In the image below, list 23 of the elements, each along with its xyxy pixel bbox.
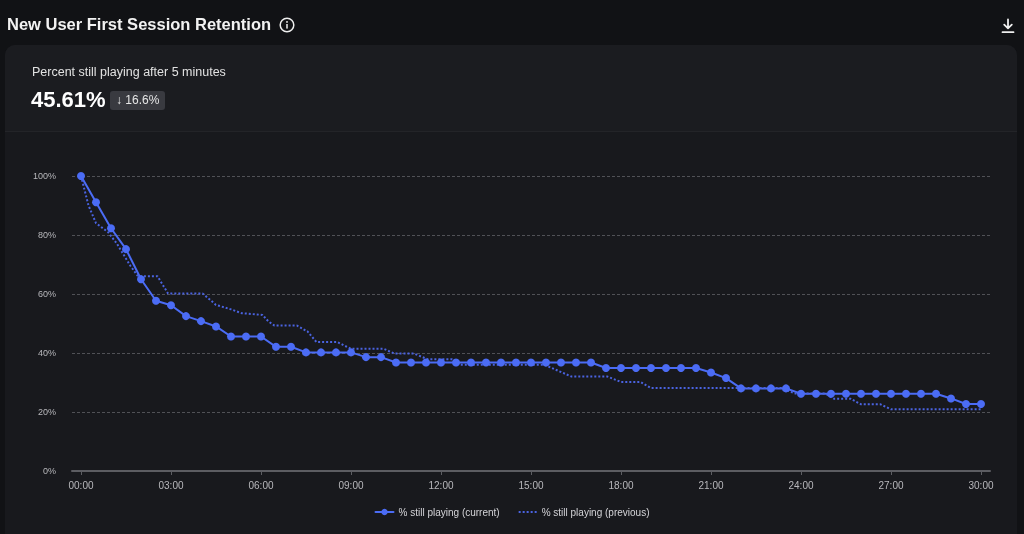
legend-label: % still playing (previous) (541, 506, 650, 518)
x-tick-label: 18:00 (608, 479, 634, 491)
x-tick-label: 24:00 (788, 479, 814, 491)
y-tick-label: 40% (37, 348, 56, 358)
legend-label: % still playing (current) (398, 506, 500, 518)
y-tick-label: 100% (32, 171, 56, 181)
x-tick-label: 06:00 (248, 479, 274, 491)
x-tick-label: 15:00 (518, 479, 544, 491)
y-tick-label: 0% (42, 466, 56, 476)
x-tick-label: 09:00 (338, 479, 364, 491)
x-tick-label: 27:00 (878, 479, 904, 491)
y-tick-label: 60% (37, 289, 56, 299)
x-tick-label: 30:00 (968, 479, 994, 491)
x-tick-label: 21:00 (698, 479, 724, 491)
chart-title: New User First Session Retention (7, 15, 272, 34)
text: 45.61% (31, 87, 106, 113)
x-tick-label: 12:00 (428, 479, 454, 491)
x-tick-label: 00:00 (68, 479, 94, 491)
x-tick-label: 03:00 (158, 479, 184, 491)
chart-subtitle: Percent still playing after 5 minutes (32, 65, 226, 79)
y-tick-label: 80% (37, 230, 56, 240)
y-tick-label: 20% (37, 407, 56, 417)
text: ↓ 16.6% (110, 91, 166, 110)
